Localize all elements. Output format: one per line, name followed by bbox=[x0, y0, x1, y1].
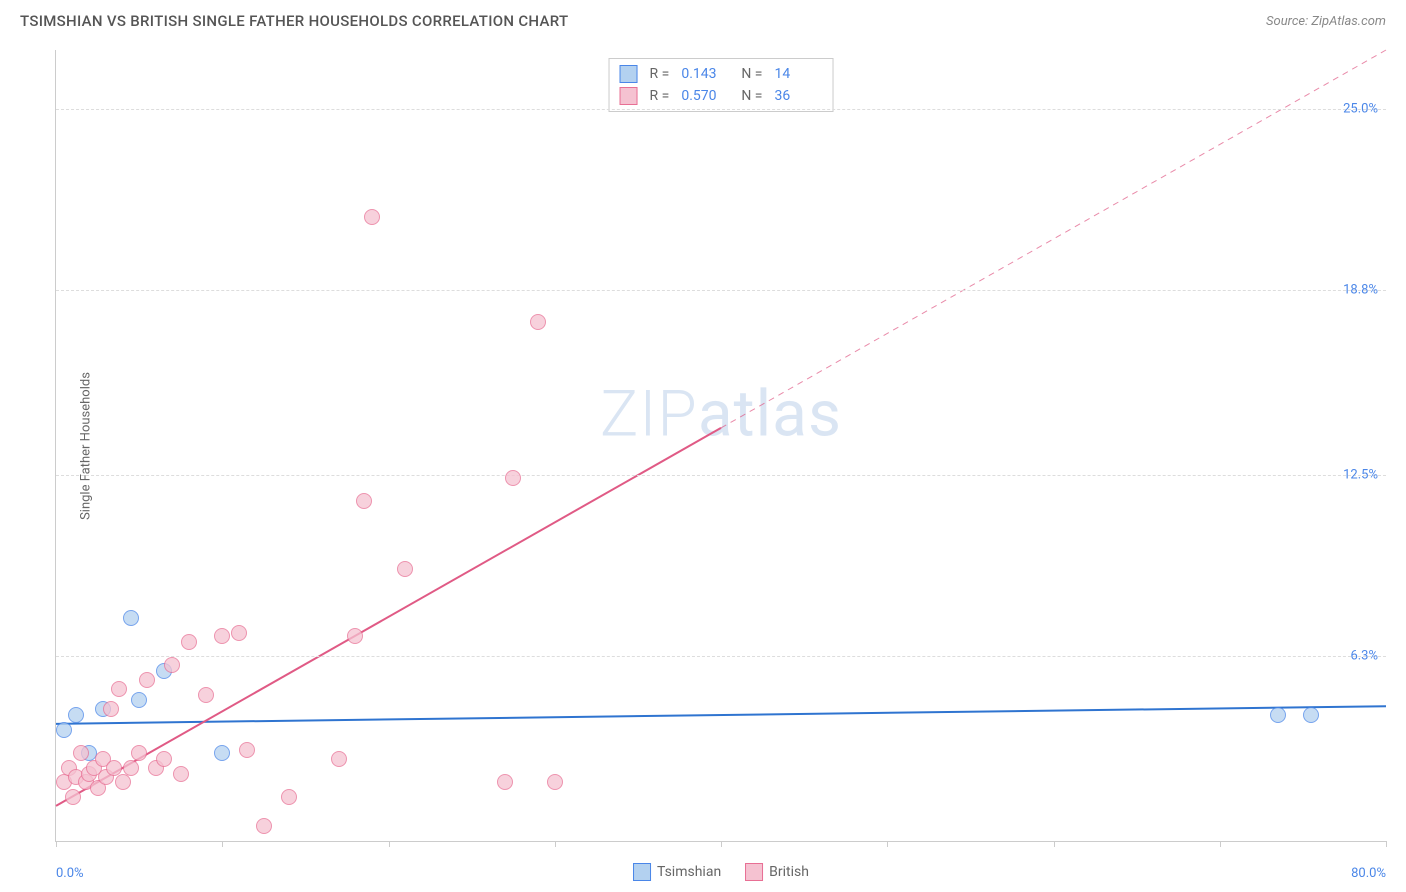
stats-legend-box: R = 0.143 N = 14 R = 0.570 N = 36 bbox=[609, 58, 834, 112]
stat-r-label: R = bbox=[650, 88, 670, 104]
stat-n-value: 14 bbox=[774, 66, 822, 82]
data-point bbox=[103, 701, 119, 717]
chart-header: TSIMSHIAN VS BRITISH SINGLE FATHER HOUSE… bbox=[0, 0, 1406, 38]
data-point bbox=[156, 751, 172, 767]
data-point bbox=[123, 610, 139, 626]
x-tick bbox=[555, 841, 556, 847]
data-point bbox=[131, 692, 147, 708]
data-point bbox=[106, 760, 122, 776]
data-point bbox=[364, 209, 380, 225]
stats-row: R = 0.570 N = 36 bbox=[620, 85, 823, 107]
data-point bbox=[214, 628, 230, 644]
data-point bbox=[547, 774, 563, 790]
data-point bbox=[231, 625, 247, 641]
x-axis-min-label: 0.0% bbox=[56, 866, 84, 881]
data-point bbox=[214, 745, 230, 761]
data-point bbox=[1303, 707, 1319, 723]
x-tick bbox=[222, 841, 223, 847]
y-tick-label: 25.0% bbox=[1343, 101, 1378, 116]
stat-n-label: N = bbox=[741, 88, 762, 104]
y-tick-label: 18.8% bbox=[1343, 283, 1378, 298]
data-point bbox=[497, 774, 513, 790]
trend-lines bbox=[56, 50, 1386, 841]
data-point bbox=[115, 774, 131, 790]
data-point bbox=[173, 766, 189, 782]
x-tick bbox=[389, 841, 390, 847]
gridline bbox=[56, 109, 1386, 110]
stat-r-value: 0.143 bbox=[681, 66, 729, 82]
chart-source: Source: ZipAtlas.com bbox=[1266, 14, 1386, 29]
legend-swatch bbox=[620, 87, 638, 105]
x-tick bbox=[1386, 841, 1387, 847]
data-point bbox=[68, 707, 84, 723]
data-point bbox=[397, 561, 413, 577]
y-tick-label: 6.3% bbox=[1350, 649, 1378, 664]
y-tick-label: 12.5% bbox=[1343, 467, 1378, 482]
data-point bbox=[65, 789, 81, 805]
data-point bbox=[73, 745, 89, 761]
x-tick bbox=[1220, 841, 1221, 847]
legend-swatch bbox=[620, 65, 638, 83]
series-legend: Tsimshian British bbox=[633, 863, 809, 881]
data-point bbox=[331, 751, 347, 767]
data-point bbox=[131, 745, 147, 761]
data-point bbox=[239, 742, 255, 758]
chart-title: TSIMSHIAN VS BRITISH SINGLE FATHER HOUSE… bbox=[20, 12, 568, 30]
data-point bbox=[181, 634, 197, 650]
legend-label: Tsimshian bbox=[657, 864, 721, 880]
x-tick bbox=[56, 841, 57, 847]
data-point bbox=[347, 628, 363, 644]
x-tick bbox=[887, 841, 888, 847]
legend-item: British bbox=[745, 863, 809, 881]
legend-swatch bbox=[745, 863, 763, 881]
stat-r-label: R = bbox=[650, 66, 670, 82]
data-point bbox=[139, 672, 155, 688]
trend-line-solid bbox=[56, 428, 721, 806]
stat-r-value: 0.570 bbox=[681, 88, 729, 104]
stats-row: R = 0.143 N = 14 bbox=[620, 63, 823, 85]
watermark: ZIPatlas bbox=[600, 376, 842, 451]
data-point bbox=[256, 818, 272, 834]
data-point bbox=[164, 657, 180, 673]
gridline bbox=[56, 475, 1386, 476]
x-axis-max-label: 80.0% bbox=[1351, 866, 1386, 881]
data-point bbox=[123, 760, 139, 776]
stat-n-value: 36 bbox=[774, 88, 822, 104]
stat-n-label: N = bbox=[741, 66, 762, 82]
gridline bbox=[56, 656, 1386, 657]
x-tick bbox=[1054, 841, 1055, 847]
data-point bbox=[530, 314, 546, 330]
x-tick bbox=[721, 841, 722, 847]
data-point bbox=[505, 470, 521, 486]
data-point bbox=[1270, 707, 1286, 723]
legend-swatch bbox=[633, 863, 651, 881]
data-point bbox=[111, 681, 127, 697]
data-point bbox=[356, 493, 372, 509]
trend-line-solid bbox=[56, 706, 1386, 724]
scatter-chart: ZIPatlas R =0.143N =14R =0.570N =36 Tsim… bbox=[55, 50, 1386, 842]
data-point bbox=[281, 789, 297, 805]
legend-item: Tsimshian bbox=[633, 863, 721, 881]
legend-label: British bbox=[769, 864, 809, 880]
data-point bbox=[198, 687, 214, 703]
data-point bbox=[56, 722, 72, 738]
gridline bbox=[56, 290, 1386, 291]
